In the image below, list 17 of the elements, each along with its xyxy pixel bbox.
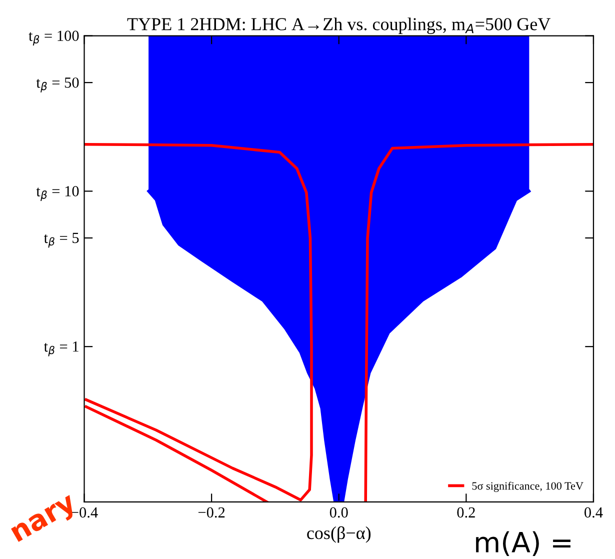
text: m(A) = xyxy=(476,531,570,556)
line-series xyxy=(84,405,268,502)
x-axis-title: cos(β−α) xyxy=(307,526,371,543)
line-series xyxy=(364,143,594,502)
x-tick-label: −0.2 xyxy=(198,507,225,518)
line-series xyxy=(84,143,313,502)
legend-label: 5σ significance, 100 TeV xyxy=(472,482,584,492)
chart-title: TYPE 1 2HDM: LHC A→Zh vs. couplings, m$_{A}$=500 GeV xyxy=(127,18,551,34)
y-tick-label: t$_{β}$ = 5 xyxy=(44,232,79,248)
y-tick-label: t$_{β}$ = 10 xyxy=(36,186,79,201)
x-tick-label: 0.4 xyxy=(584,507,603,518)
y-tick-label: t$_{β}$ = 100 xyxy=(28,30,79,46)
x-tick-label: 0.0 xyxy=(330,507,348,518)
x-tick-label: 0.2 xyxy=(457,507,475,518)
y-tick-label: t$_{β}$ = 50 xyxy=(36,77,79,92)
y-tick-label: t$_{β}$ = 1 xyxy=(44,341,78,356)
x-tick-label: −0.4 xyxy=(71,507,98,518)
